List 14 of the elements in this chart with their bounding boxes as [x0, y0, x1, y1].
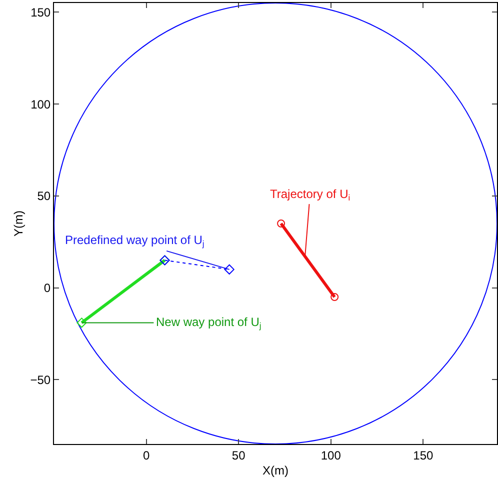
y-tick-label: 100 — [30, 97, 51, 112]
annotation: New way point of U$_{j}$ — [156, 315, 262, 331]
y-tick-label: 50 — [37, 189, 51, 204]
y-tick-label: −50 — [30, 372, 51, 387]
x-tick-label: 100 — [320, 448, 342, 462]
x-tick-label: 0 — [142, 448, 150, 462]
x-tick-label: 150 — [413, 448, 434, 462]
x-axis-title: X(m) — [262, 463, 288, 478]
y-axis-title: Y(m) — [12, 210, 26, 236]
y-tick-label: 150 — [30, 5, 51, 20]
y-tick-label: 0 — [44, 281, 51, 296]
annotation: Trajectory of U$_{i}$ — [270, 187, 350, 203]
annotation: Predefined way point of U$_{j}$ — [65, 233, 204, 249]
x-tick-label: 50 — [232, 448, 246, 462]
